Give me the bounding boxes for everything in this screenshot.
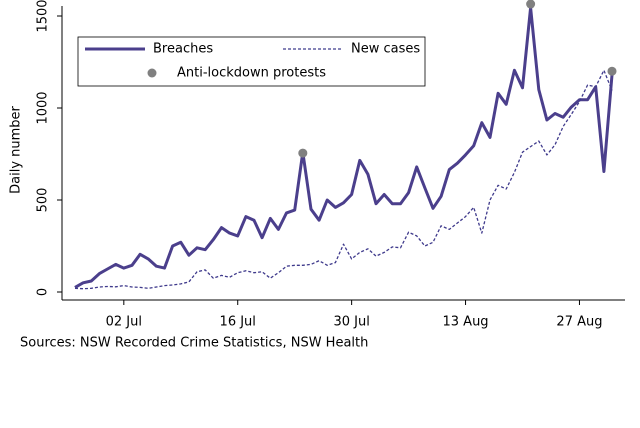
y-tick-label: 1000	[36, 91, 51, 124]
x-tick-label: 02 Jul	[106, 315, 142, 330]
breaches-line	[74, 6, 614, 289]
source-note: Sources: NSW Recorded Crime Statistics, …	[20, 336, 368, 351]
legend-box	[77, 36, 426, 87]
protest-marker	[607, 66, 617, 76]
legend-label: Breaches	[153, 42, 213, 57]
cases-line	[74, 69, 613, 290]
y-tick-label: 500	[36, 188, 51, 213]
protest-marker	[526, 0, 536, 9]
y-axis-label: Daily number	[9, 105, 24, 193]
x-tick-label: 13 Aug	[443, 315, 489, 330]
x-tick-label: 16 Jul	[220, 315, 256, 330]
x-tick-label: 30 Jul	[333, 315, 369, 330]
y-tick-label: 0	[36, 288, 51, 296]
legend-label: Anti-lockdown protests	[177, 66, 326, 81]
y-tick-label: 1500	[36, 0, 51, 33]
x-tick-label: 27 Aug	[556, 315, 602, 330]
protest-marker	[298, 148, 308, 158]
legend-marker	[147, 68, 157, 78]
legend-label: New cases	[351, 42, 420, 57]
